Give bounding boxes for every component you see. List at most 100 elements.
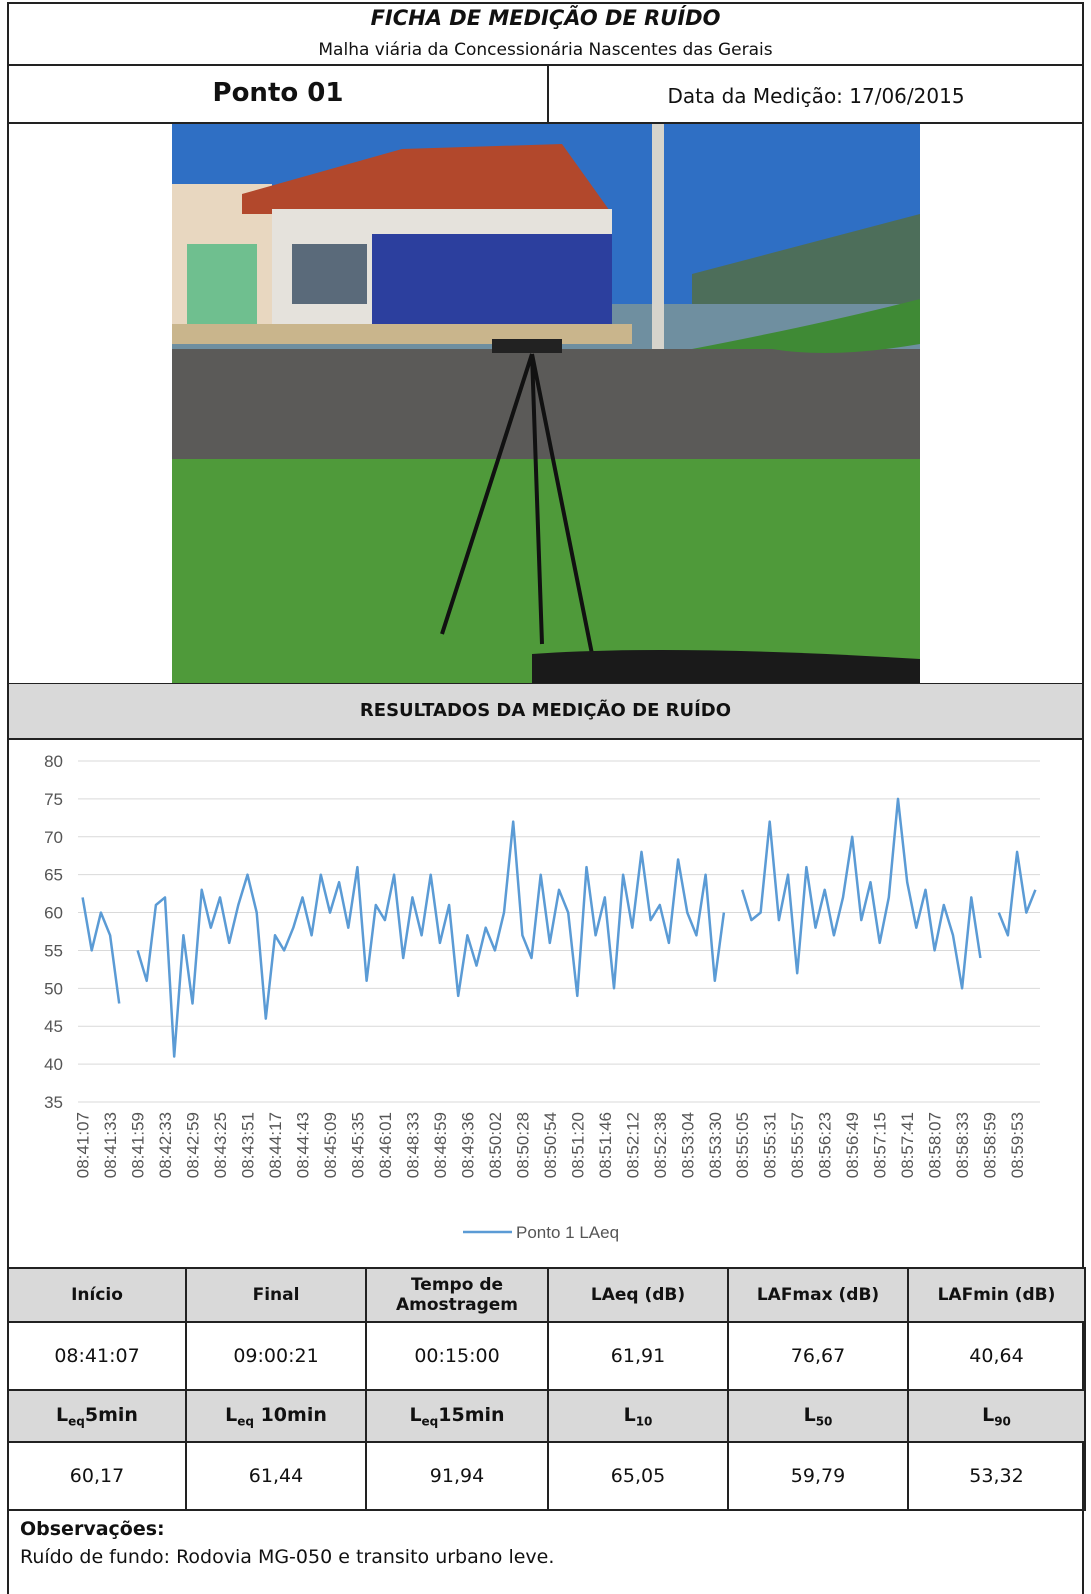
y-tick-label: 70 bbox=[44, 828, 63, 847]
cell: 91,94 bbox=[365, 1441, 549, 1511]
subtitle: Malha viária da Concessionária Nascentes… bbox=[318, 40, 773, 60]
title: FICHA DE MEDIÇÃO DE RUÍDO bbox=[370, 6, 721, 30]
header-cell: L10 bbox=[547, 1389, 729, 1443]
date: Data da Medição: 17/06/2015 bbox=[667, 84, 965, 108]
chart: 35 40 45 50 55 60 65 70 75 80 08:41:07 08:41:33 08:4… bbox=[44, 752, 1040, 1242]
x-tick-label: 08:41:33 bbox=[101, 1112, 120, 1178]
x-tick-label: 08:43:51 bbox=[238, 1112, 257, 1178]
x-tick-label: 08:45:09 bbox=[321, 1112, 340, 1178]
header-base: L bbox=[56, 1403, 69, 1426]
photo bbox=[172, 124, 920, 683]
cell: 00:15:00 bbox=[365, 1321, 549, 1391]
x-tick-label: 08:55:05 bbox=[733, 1112, 752, 1178]
header-cell: LAeq (dB) bbox=[547, 1267, 729, 1323]
header-cell: Leq15min bbox=[365, 1389, 549, 1443]
sheet-frame bbox=[7, 2, 1084, 1594]
x-tick-label: 08:53:04 bbox=[678, 1112, 697, 1178]
x-tick-label: 08:41:59 bbox=[129, 1112, 148, 1178]
cell: 59,79 bbox=[727, 1441, 909, 1511]
x-tick-label: 08:42:59 bbox=[184, 1112, 203, 1178]
y-tick-label: 35 bbox=[44, 1093, 63, 1112]
y-tick-label: 60 bbox=[44, 904, 63, 923]
x-tick-label: 08:48:59 bbox=[431, 1112, 450, 1178]
x-tick-label: 08:51:46 bbox=[596, 1112, 615, 1178]
legend-label: Ponto 1 LAeq bbox=[516, 1223, 619, 1242]
header-suffix: 5min bbox=[84, 1403, 138, 1426]
rule bbox=[7, 122, 1084, 124]
x-tick-label: 08:46:01 bbox=[376, 1112, 395, 1178]
x-tick-label: 08:42:33 bbox=[156, 1112, 175, 1178]
y-tick-label: 65 bbox=[44, 866, 63, 885]
header-cell: Leq5min bbox=[7, 1389, 187, 1443]
x-tick-label: 08:51:20 bbox=[568, 1112, 587, 1178]
cell: 76,67 bbox=[727, 1321, 909, 1391]
cell: 40,64 bbox=[907, 1321, 1086, 1391]
header-cell: L90 bbox=[907, 1389, 1086, 1443]
x-tick-label: 08:57:15 bbox=[871, 1112, 890, 1178]
rule bbox=[7, 738, 1084, 740]
x-tick-label: 08:44:17 bbox=[266, 1112, 285, 1178]
header-sub: 50 bbox=[815, 1414, 833, 1429]
x-tick-label: 08:41:07 bbox=[74, 1112, 93, 1178]
y-tick-label: 40 bbox=[44, 1055, 63, 1074]
header-sub: 90 bbox=[994, 1414, 1011, 1429]
x-tick-label: 08:58:33 bbox=[953, 1112, 972, 1178]
y-tick-label: 50 bbox=[44, 979, 63, 998]
cell: 61,91 bbox=[547, 1321, 729, 1391]
cell: 61,44 bbox=[185, 1441, 367, 1511]
x-tick-label: 08:56:49 bbox=[843, 1112, 862, 1178]
line bbox=[81, 797, 1037, 1058]
header-suffix: 10min bbox=[253, 1403, 327, 1426]
observations-text: Ruído de fundo: Rodovia MG-050 e transit… bbox=[20, 1546, 555, 1568]
x-tick-label: 08:55:57 bbox=[788, 1112, 807, 1178]
x-tick-label: 08:59:53 bbox=[1008, 1112, 1027, 1178]
header-base: L bbox=[409, 1403, 422, 1426]
cell: 08:41:07 bbox=[7, 1321, 187, 1391]
x-tick-label: 08:58:07 bbox=[926, 1112, 945, 1178]
x-tick-label: 08:50:28 bbox=[513, 1112, 532, 1178]
y-tick-label: 45 bbox=[44, 1017, 63, 1036]
header-cell: LAFmin (dB) bbox=[907, 1267, 1086, 1323]
section-title: RESULTADOS DA MEDIÇÃO DE RUÍDO bbox=[9, 684, 1082, 738]
header-cell: LAFmax (dB) bbox=[727, 1267, 909, 1323]
header-cell: L50 bbox=[727, 1389, 909, 1443]
x-tick-label: 08:50:02 bbox=[486, 1112, 505, 1178]
observations-label: Observações: bbox=[20, 1518, 165, 1540]
x-tick-label: 08:55:31 bbox=[761, 1112, 780, 1178]
cell: 65,05 bbox=[547, 1441, 729, 1511]
y-tick-label: 80 bbox=[44, 752, 63, 771]
cell: 53,32 bbox=[907, 1441, 1086, 1511]
y-tick-label: 75 bbox=[44, 790, 63, 809]
rule bbox=[7, 64, 1084, 66]
x-tick-label: 08:50:54 bbox=[541, 1112, 560, 1178]
header-base: L bbox=[803, 1403, 816, 1426]
x-tick-label: 08:57:41 bbox=[898, 1112, 917, 1178]
y-tick-label: 55 bbox=[44, 941, 63, 960]
cell: 60,17 bbox=[7, 1441, 187, 1511]
x-tick-label: 08:58:59 bbox=[981, 1112, 1000, 1178]
x-tick-label: 08:52:12 bbox=[623, 1112, 642, 1178]
header-sub: 10 bbox=[635, 1414, 653, 1429]
x-tick-label: 08:45:35 bbox=[348, 1112, 367, 1178]
x-tick-label: 08:48:33 bbox=[403, 1112, 422, 1178]
header-base: L bbox=[225, 1403, 238, 1426]
header-suffix: 15min bbox=[438, 1403, 505, 1426]
header-cell: Leq 10min bbox=[185, 1389, 367, 1443]
header-sub: eq bbox=[421, 1414, 439, 1429]
divider bbox=[547, 65, 549, 123]
header-cell: Final bbox=[185, 1267, 367, 1323]
header-cell: Tempo de Amostragem bbox=[365, 1267, 549, 1323]
x-tick-label: 08:52:38 bbox=[651, 1112, 670, 1178]
x-tick-label: 08:44:43 bbox=[293, 1112, 312, 1178]
results-table: Início Final Tempo de Amostragem LAeq (dB) L… bbox=[7, 1267, 1086, 1511]
header-cell: Início bbox=[7, 1267, 187, 1323]
header-sub: eq bbox=[237, 1414, 254, 1429]
x-tick-label: 08:43:25 bbox=[211, 1112, 230, 1178]
x-tick-label: 08:56:23 bbox=[816, 1112, 835, 1178]
x-tick-label: 08:53:30 bbox=[706, 1112, 725, 1178]
cell: 09:00:21 bbox=[185, 1321, 367, 1391]
point: Ponto 01 bbox=[212, 78, 344, 108]
header-base: L bbox=[623, 1403, 636, 1426]
header-sub: eq bbox=[68, 1414, 85, 1429]
